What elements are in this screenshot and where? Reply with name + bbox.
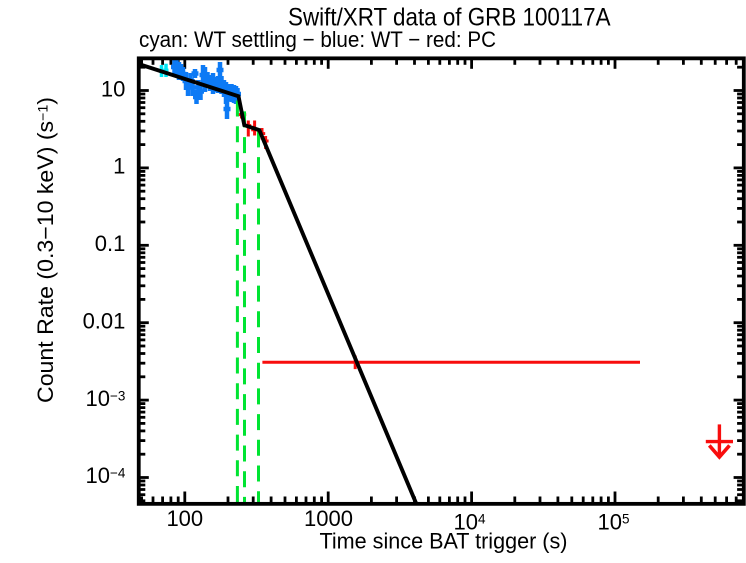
svg-text:10: 10 [101,77,125,102]
svg-text:Swift/XRT data of GRB 100117A: Swift/XRT data of GRB 100117A [288,4,611,32]
svg-text:100: 100 [166,506,203,531]
svg-text:1: 1 [113,154,125,179]
svg-text:Time since BAT trigger (s): Time since BAT trigger (s) [320,529,568,554]
svg-text:0.01: 0.01 [83,308,126,333]
svg-text:cyan: WT settling − blue: WT −: cyan: WT settling − blue: WT − red: PC [139,27,496,52]
svg-text:1000: 1000 [304,506,353,531]
svg-text:Count Rate (0.3−10 keV) (s−1): Count Rate (0.3−10 keV) (s−1) [33,97,58,403]
svg-text:0.1: 0.1 [95,231,126,256]
